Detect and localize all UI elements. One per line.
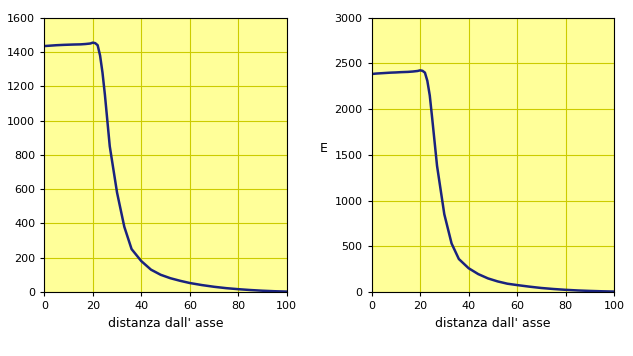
X-axis label: distanza dall' asse: distanza dall' asse <box>435 316 551 330</box>
Y-axis label: E: E <box>320 142 327 155</box>
X-axis label: distanza dall' asse: distanza dall' asse <box>108 316 223 330</box>
